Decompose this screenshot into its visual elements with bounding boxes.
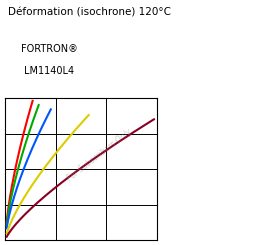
Text: LM1140L4: LM1140L4: [24, 66, 74, 76]
Text: For Subscribers Only: For Subscribers Only: [65, 127, 133, 183]
Text: FORTRON®: FORTRON®: [21, 44, 78, 54]
Text: Déformation (isochrone) 120°C: Déformation (isochrone) 120°C: [8, 7, 171, 17]
